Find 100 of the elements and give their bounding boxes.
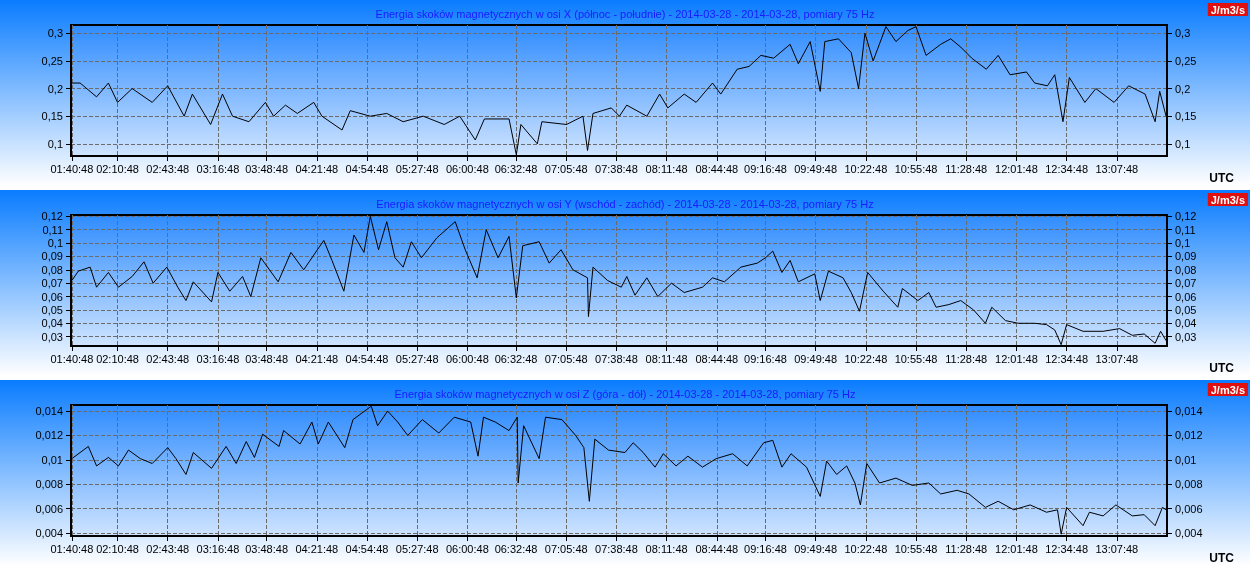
y2-tick-label: 0,01: [1175, 453, 1197, 466]
x-tick-label: 12:01:48: [995, 352, 1038, 365]
x-tick-label: 13:07:48: [1095, 542, 1139, 555]
x-tick-label: 10:22:48: [844, 542, 888, 555]
x-tick-label: 09:49:48: [794, 352, 838, 365]
x-tick-label: 01:40:48: [50, 352, 94, 365]
x-tick-label: 06:00:48: [445, 162, 489, 175]
y-tick-label: 0,25: [41, 54, 63, 67]
y-tick-label: 0,03: [41, 330, 63, 343]
chart-title: Energia skoków magnetycznych w osi Y (wschód - zachód) - 2014-03-28 - 2014-03-28, pomiary 75 Hz: [376, 197, 874, 210]
y2-tick-label: 0,05: [1175, 303, 1197, 316]
x-tick-label: 12:01:48: [995, 542, 1038, 555]
y-tick-label: 0,12: [41, 210, 63, 223]
x-tick-label: 12:34:48: [1045, 352, 1089, 365]
x-tick-label: 05:27:48: [395, 352, 439, 365]
y2-axis-title: J/m3/s: [1210, 3, 1245, 16]
x-tick-label: 08:44:48: [695, 162, 739, 175]
x-tick-label: 10:22:48: [844, 162, 888, 175]
y2-axis-title: J/m3/s: [1210, 383, 1245, 396]
chart-title: Energia skoków magnetycznych w osi Z (góra - dół) - 2014-03-28 - 2014-03-28, pomiary 75 Hz: [394, 387, 856, 400]
x-tick-label: 04:21:48: [295, 162, 339, 175]
y2-tick-label: 0,006: [1175, 502, 1203, 515]
y2-tick-label: 0,11: [1175, 223, 1196, 236]
x-tick-label: 11:28:48: [945, 352, 988, 365]
x-tick-label: 03:48:48: [245, 162, 289, 175]
x-tick-label: 03:48:48: [245, 352, 289, 365]
x-tick-label: 12:34:48: [1045, 542, 1089, 555]
x-tick-label: 05:27:48: [395, 542, 439, 555]
y2-axis-title: J/m3/s: [1210, 193, 1245, 206]
x-tick-label: 12:34:48: [1045, 162, 1089, 175]
x-tick-label: 10:55:48: [894, 162, 938, 175]
y2-tick-label: 0,04: [1175, 317, 1197, 330]
y2-tick-label: 0,1: [1175, 237, 1191, 250]
y2-tick-label: 0,2: [1175, 82, 1191, 95]
y-tick-label: 0,3: [47, 27, 63, 40]
y-tick-label: 0,11: [42, 223, 63, 236]
y-tick-label: 0,07: [41, 277, 63, 290]
y-tick-label: 0,1: [47, 137, 63, 150]
x-tick-label: 04:21:48: [295, 542, 339, 555]
x-tick-label: 02:10:48: [96, 352, 139, 365]
x-tick-label: 09:16:48: [744, 162, 787, 175]
x-tick-label: 13:07:48: [1095, 352, 1139, 365]
x-axis-title: UTC: [1209, 171, 1235, 185]
y2-tick-label: 0,012: [1175, 429, 1203, 442]
x-tick-label: 06:32:48: [494, 162, 538, 175]
x-tick-label: 11:28:48: [945, 162, 988, 175]
y-tick-label: 0,1: [47, 237, 63, 250]
y-tick-label: 0,09: [41, 250, 63, 263]
y-tick-label: 0,008: [35, 478, 63, 491]
y2-tick-label: 0,03: [1175, 330, 1197, 343]
y-tick-label: 0,004: [35, 526, 63, 539]
y-tick-label: 0,04: [41, 317, 63, 330]
x-tick-label: 11:28:48: [945, 542, 988, 555]
x-tick-label: 02:43:48: [146, 542, 190, 555]
y-tick-label: 0,08: [41, 263, 63, 276]
y-tick-label: 0,014: [35, 405, 63, 418]
x-tick-label: 02:10:48: [96, 162, 139, 175]
x-tick-label: 07:38:48: [595, 352, 638, 365]
y2-tick-label: 0,15: [1175, 110, 1197, 123]
x-axis-title: UTC: [1209, 551, 1235, 565]
y2-tick-label: 0,09: [1175, 250, 1197, 263]
x-tick-label: 10:22:48: [844, 352, 888, 365]
y2-tick-label: 0,25: [1175, 54, 1197, 67]
x-axis-title: UTC: [1209, 361, 1235, 375]
y-tick-label: 0,05: [41, 303, 63, 316]
x-tick-label: 07:38:48: [595, 162, 638, 175]
y2-tick-label: 0,008: [1175, 478, 1203, 491]
x-tick-label: 08:44:48: [695, 542, 739, 555]
x-tick-label: 07:38:48: [595, 542, 638, 555]
x-tick-label: 04:21:48: [295, 352, 339, 365]
x-tick-label: 08:44:48: [695, 352, 739, 365]
y2-tick-label: 0,3: [1175, 27, 1191, 40]
x-tick-label: 03:16:48: [196, 352, 240, 365]
x-tick-label: 08:11:48: [645, 542, 688, 555]
y2-tick-label: 0,07: [1175, 277, 1197, 290]
x-tick-label: 07:05:48: [544, 162, 588, 175]
y-tick-label: 0,06: [41, 290, 63, 303]
x-tick-label: 06:00:48: [445, 542, 489, 555]
x-tick-label: 07:05:48: [544, 542, 588, 555]
y2-tick-label: 0,12: [1175, 210, 1197, 223]
x-tick-label: 06:00:48: [445, 352, 489, 365]
y-tick-label: 0,012: [35, 429, 63, 442]
line-series: [71, 215, 1167, 346]
x-tick-label: 07:05:48: [544, 352, 588, 365]
x-tick-label: 12:01:48: [995, 162, 1038, 175]
x-tick-label: 09:16:48: [744, 352, 787, 365]
x-tick-label: 13:07:48: [1095, 162, 1139, 175]
y2-tick-label: 0,014: [1175, 405, 1203, 418]
x-tick-label: 09:16:48: [744, 542, 787, 555]
x-tick-label: 01:40:48: [50, 542, 94, 555]
x-tick-label: 06:32:48: [494, 352, 538, 365]
x-tick-label: 03:16:48: [196, 162, 240, 175]
x-tick-label: 02:43:48: [146, 162, 190, 175]
x-tick-label: 02:10:48: [96, 542, 139, 555]
x-tick-label: 04:54:48: [345, 542, 389, 555]
x-tick-label: 08:11:48: [645, 162, 688, 175]
x-tick-label: 09:49:48: [794, 542, 838, 555]
y2-tick-label: 0,004: [1175, 526, 1203, 539]
y-tick-label: 0,006: [35, 502, 63, 515]
x-tick-label: 02:43:48: [146, 352, 190, 365]
